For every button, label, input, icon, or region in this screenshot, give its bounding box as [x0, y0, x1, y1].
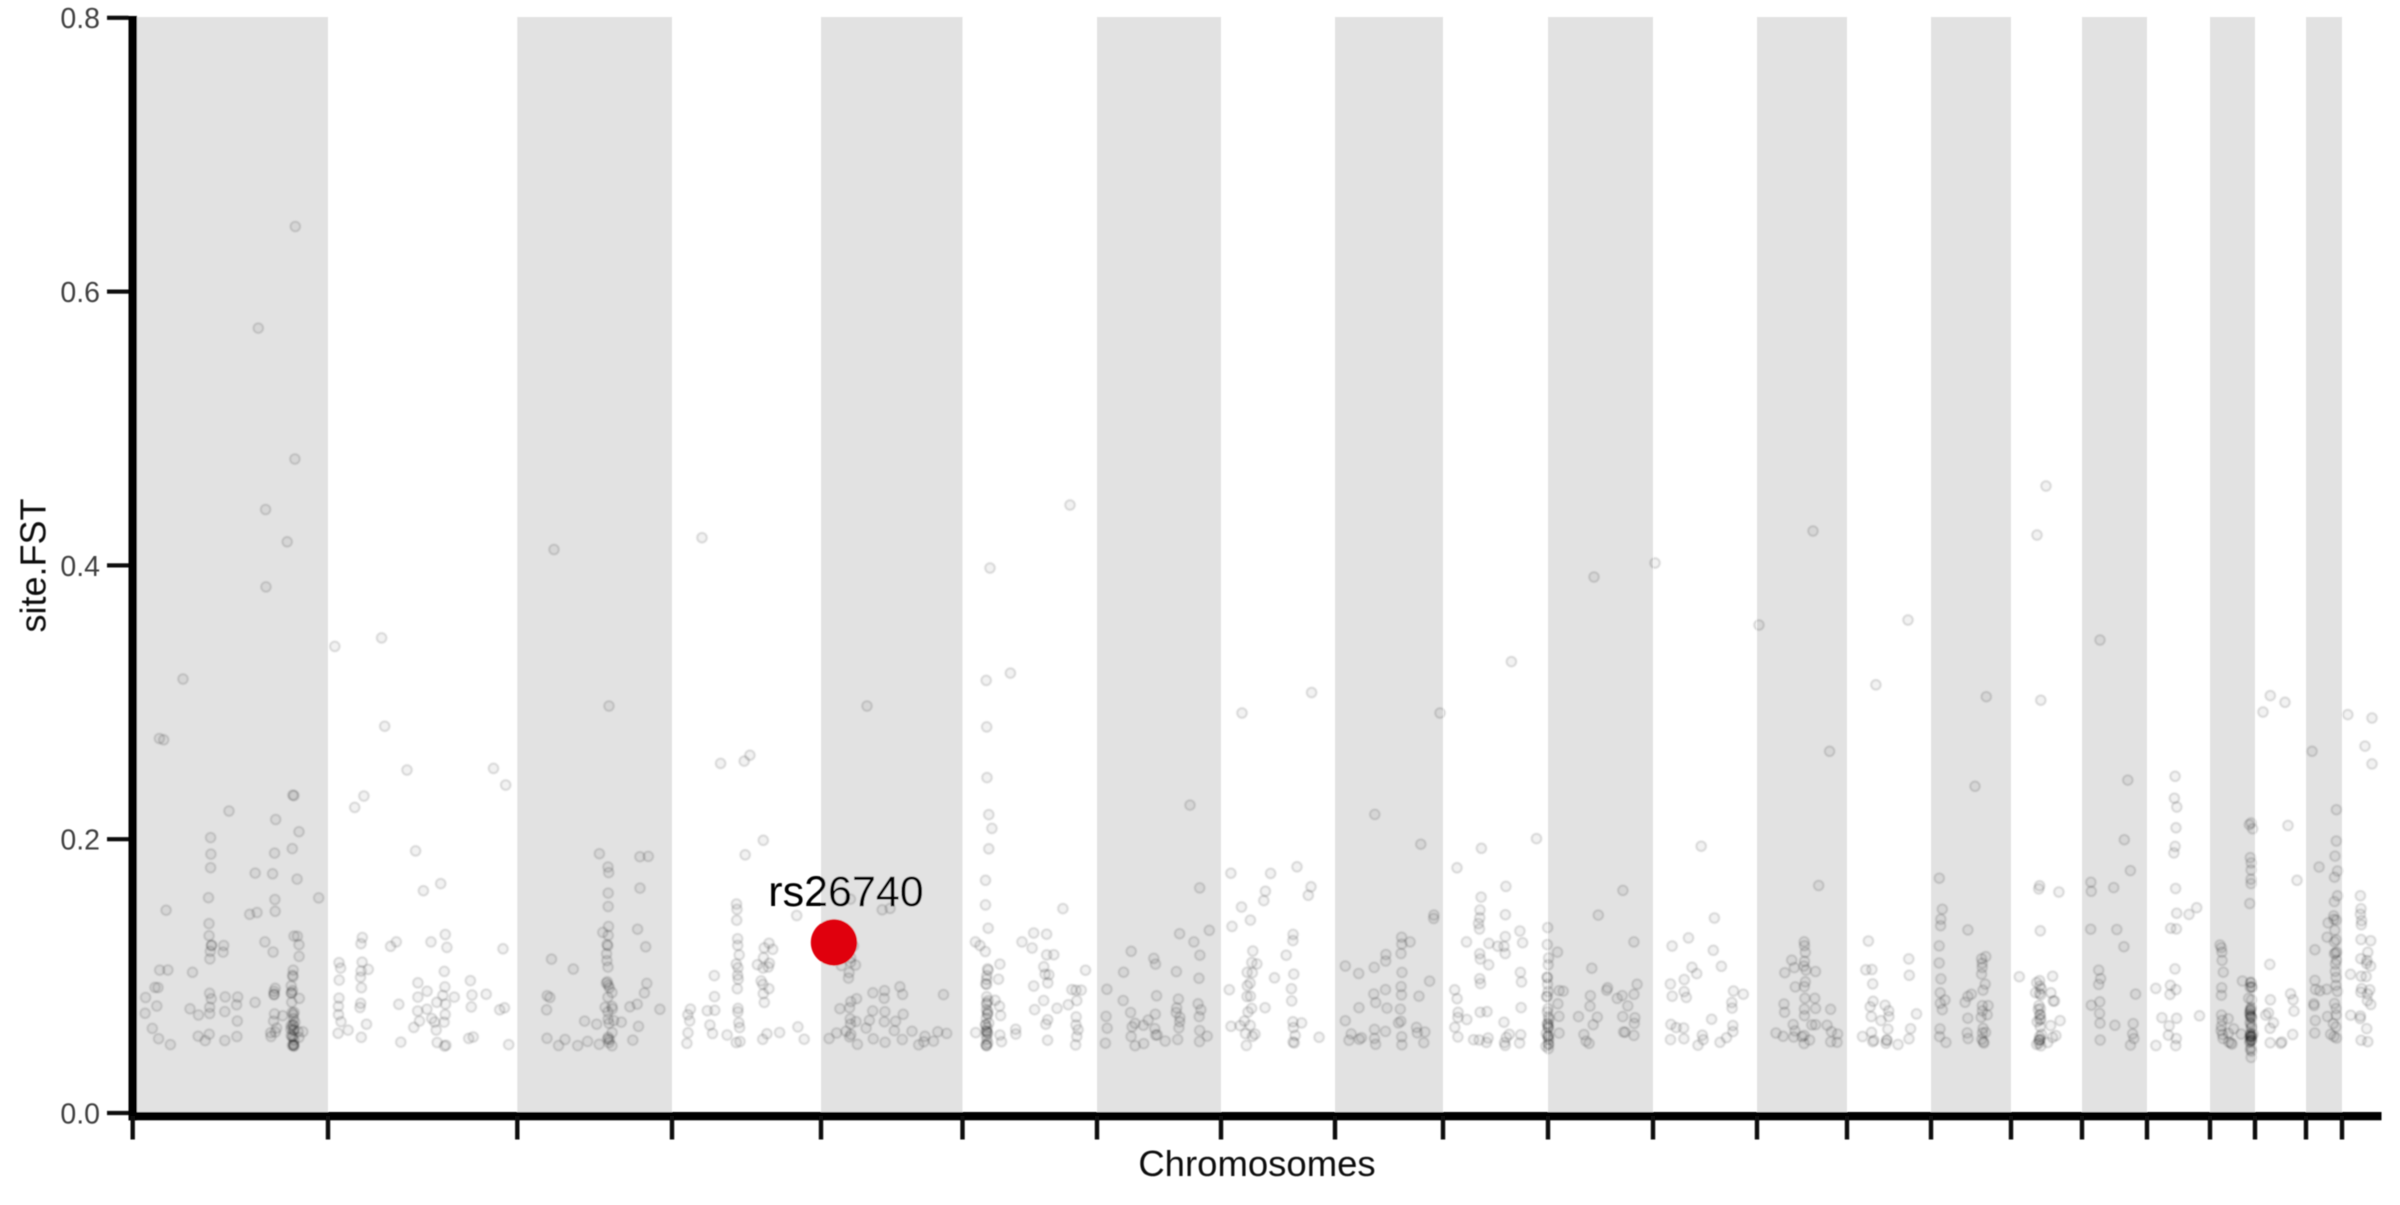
- svg-text:0.8: 0.8: [60, 3, 100, 35]
- svg-text:rs26740: rs26740: [768, 868, 923, 916]
- svg-text:0.4: 0.4: [60, 551, 100, 583]
- svg-text:site.FST: site.FST: [13, 498, 54, 632]
- svg-text:0.6: 0.6: [60, 277, 100, 309]
- svg-text:Chromosomes: Chromosomes: [1138, 1143, 1375, 1184]
- svg-text:0.2: 0.2: [60, 825, 100, 857]
- svg-text:0.0: 0.0: [60, 1098, 100, 1130]
